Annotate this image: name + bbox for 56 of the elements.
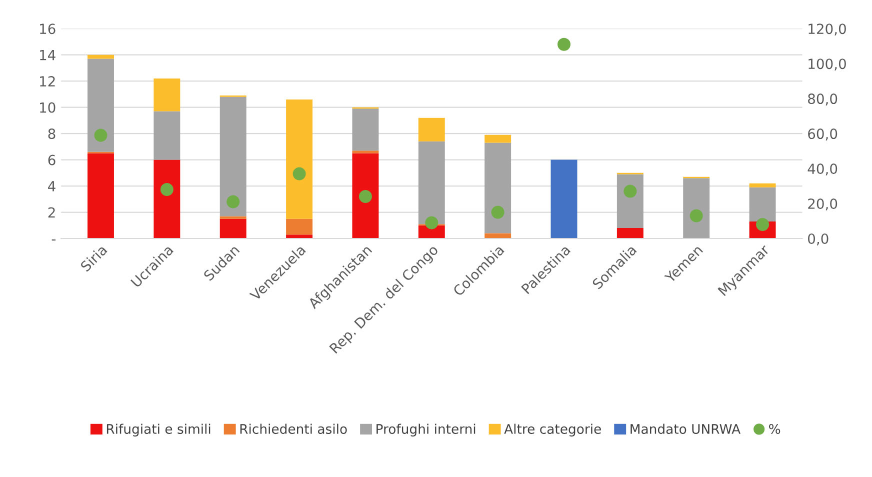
bar (154, 160, 180, 238)
y2-tick-label: 80,0 (808, 94, 838, 106)
point (358, 190, 372, 204)
legend-label: Richiedenti asilo (240, 424, 347, 434)
bar (220, 216, 246, 219)
y-tick-label: 8 (48, 128, 56, 140)
y2-tick-label: 120,0 (808, 24, 846, 36)
point (624, 184, 637, 198)
point (557, 38, 570, 51)
bar (352, 150, 379, 154)
point (226, 195, 240, 208)
y2-tick-label: 20,0 (808, 198, 838, 210)
bar (154, 78, 180, 112)
bar (88, 153, 114, 238)
y-tick-label: - (52, 239, 56, 241)
point (160, 183, 174, 196)
legend-label: Mandato UNRWA (630, 424, 740, 434)
y-tick-label: 14 (40, 50, 56, 60)
y-tick-label: 4 (48, 181, 56, 192)
bar (154, 111, 180, 160)
y-tick-label: 16 (40, 24, 56, 34)
bar (550, 160, 578, 238)
bar (220, 218, 246, 238)
legend-label: Altre categorie (504, 424, 601, 437)
bar (352, 153, 379, 238)
point (491, 206, 504, 219)
bar (418, 141, 445, 224)
y-tick-label: 6 (48, 154, 56, 166)
bar (616, 174, 644, 228)
point (690, 209, 703, 222)
point (425, 216, 438, 230)
point (292, 167, 306, 180)
y2-tick-label: 40,0 (808, 164, 838, 176)
bar (749, 183, 776, 188)
bar (749, 187, 776, 222)
bar (88, 58, 114, 152)
y2-tick-label: 0,0 (808, 233, 828, 246)
y-tick-label: 2 (48, 207, 55, 218)
bar (88, 54, 114, 59)
y2-tick-label: 100,0 (808, 58, 846, 70)
bar (484, 142, 512, 234)
point (94, 128, 108, 142)
legend-label: % (769, 424, 780, 434)
bar (418, 118, 445, 142)
legend-label: Profughi interni (376, 424, 476, 437)
bar (683, 178, 710, 238)
bar (352, 108, 379, 151)
y-tick-label: 10 (40, 102, 56, 113)
y2-tick-label: 60,0 (808, 128, 838, 140)
bar (286, 99, 313, 219)
bar (616, 228, 644, 238)
bar (220, 96, 246, 216)
bar (484, 134, 512, 143)
legend-label: Rifugiati e simili (106, 424, 210, 437)
bar (286, 218, 313, 235)
y-tick-label: 12 (40, 76, 55, 86)
